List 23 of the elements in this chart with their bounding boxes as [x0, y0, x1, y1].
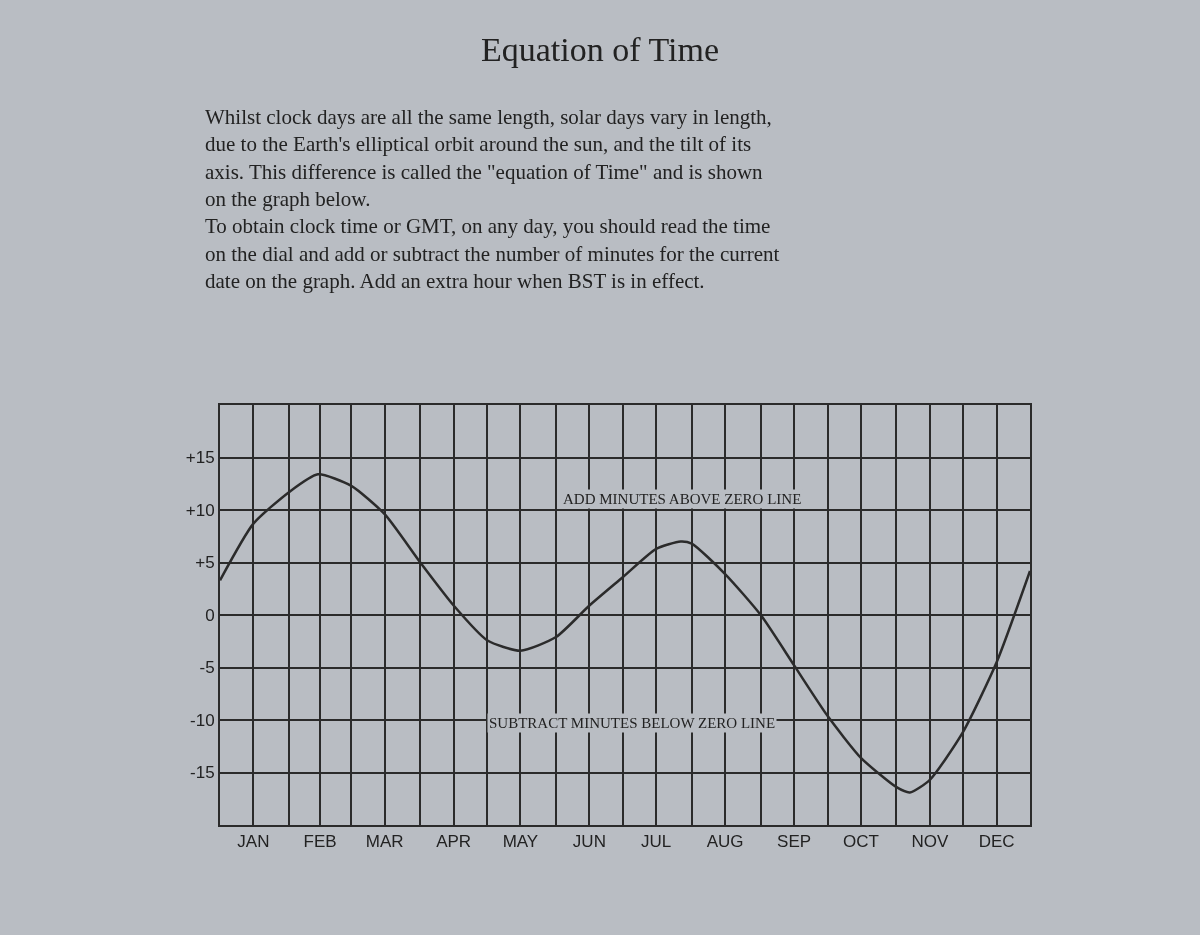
- x-tick-label: DEC: [978, 832, 1015, 852]
- x-tick-label: OCT: [842, 832, 879, 852]
- chart-title: Equation of Time: [480, 31, 720, 69]
- annotation: SUBTRACT MINUTES BELOW ZERO LINE: [489, 715, 776, 731]
- x-tick-label: JAN: [237, 832, 270, 852]
- y-tick-label: -15: [190, 763, 215, 783]
- x-tick-label: APR: [436, 832, 472, 852]
- x-tick-label: JUN: [572, 832, 606, 852]
- y-tick-label: +10: [185, 500, 215, 520]
- y-tick-label: 0: [205, 605, 215, 625]
- x-tick-label: SEP: [777, 832, 812, 852]
- x-tick-label: JUL: [641, 832, 672, 852]
- x-tick-label: AUG: [706, 832, 744, 852]
- annotation: ADD MINUTES ABOVE ZERO LINE: [563, 491, 802, 507]
- x-tick-label: MAR: [365, 832, 404, 852]
- y-tick-label: -10: [190, 710, 215, 730]
- y-tick-label: +5: [195, 553, 215, 573]
- x-tick-label: FEB: [303, 832, 337, 852]
- x-tick-label: NOV: [911, 832, 949, 852]
- chart-subtitle: Whilst clock days are all the same length, solar days vary in length, due to the Earth's elliptical orbit around the sun, and the tilt of its axis. This difference is called the "equation of Time" and is shown on the graph below. To obtain clock time or GMT, on any day, you should read the time on the dial and add or subtract the number of minutes for the current date on the graph. Add an extra hour when BST is in effect.: [205, 105, 780, 293]
- y-tick-label: -5: [199, 658, 215, 678]
- x-tick-label: MAY: [502, 832, 539, 852]
- y-tick-label: +15: [185, 448, 215, 468]
